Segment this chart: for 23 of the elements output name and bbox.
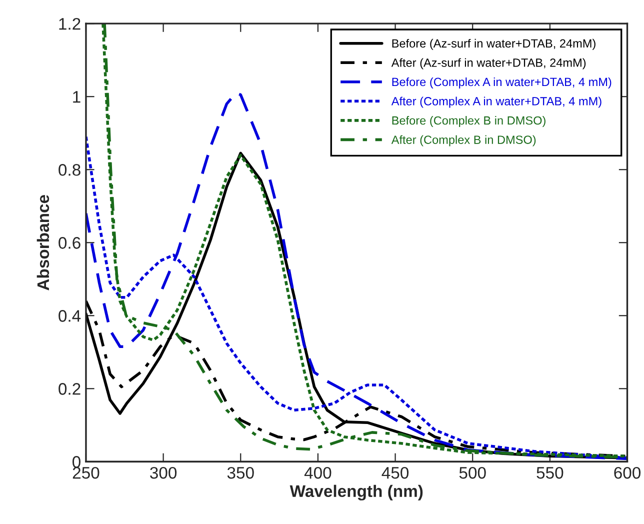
legend-label: Before (Az-surf in water+DTAB, 24mM) bbox=[392, 38, 596, 50]
y-tick-label: 0.6 bbox=[58, 237, 80, 249]
y-tick-label: 1 bbox=[73, 91, 80, 103]
x-tick-label: 250 bbox=[72, 466, 100, 479]
y-axis-title: Absorbance bbox=[36, 195, 50, 290]
legend-label: After (Az-surf in water+DTAB, 24mM) bbox=[391, 58, 586, 70]
legend-label: After (Complex B in DMSO) bbox=[391, 135, 536, 146]
x-tick-label: 600 bbox=[614, 466, 641, 479]
y-tick-label: 0.4 bbox=[58, 310, 81, 322]
x-tick-label: 350 bbox=[227, 466, 254, 479]
y-tick-label: 0.2 bbox=[58, 383, 80, 395]
x-tick-label: 400 bbox=[304, 466, 332, 479]
x-tick-label: 550 bbox=[536, 466, 564, 479]
y-tick-label: 0.8 bbox=[58, 164, 80, 176]
x-tick-label: 500 bbox=[459, 466, 486, 479]
x-tick-label: 300 bbox=[150, 466, 177, 479]
legend-label: After (Complex A in water+DTAB, 4 mM) bbox=[391, 96, 602, 108]
x-tick-label: 450 bbox=[382, 466, 409, 479]
x-axis-title: Wavelength (nm) bbox=[290, 484, 423, 500]
legend-label: Before (Complex A in water+DTAB, 4 mM) bbox=[392, 77, 612, 88]
y-tick-label: 0 bbox=[72, 456, 80, 468]
y-tick-label: 1.2 bbox=[59, 18, 80, 30]
legend-label: Before (Complex B in DMSO) bbox=[392, 116, 546, 128]
